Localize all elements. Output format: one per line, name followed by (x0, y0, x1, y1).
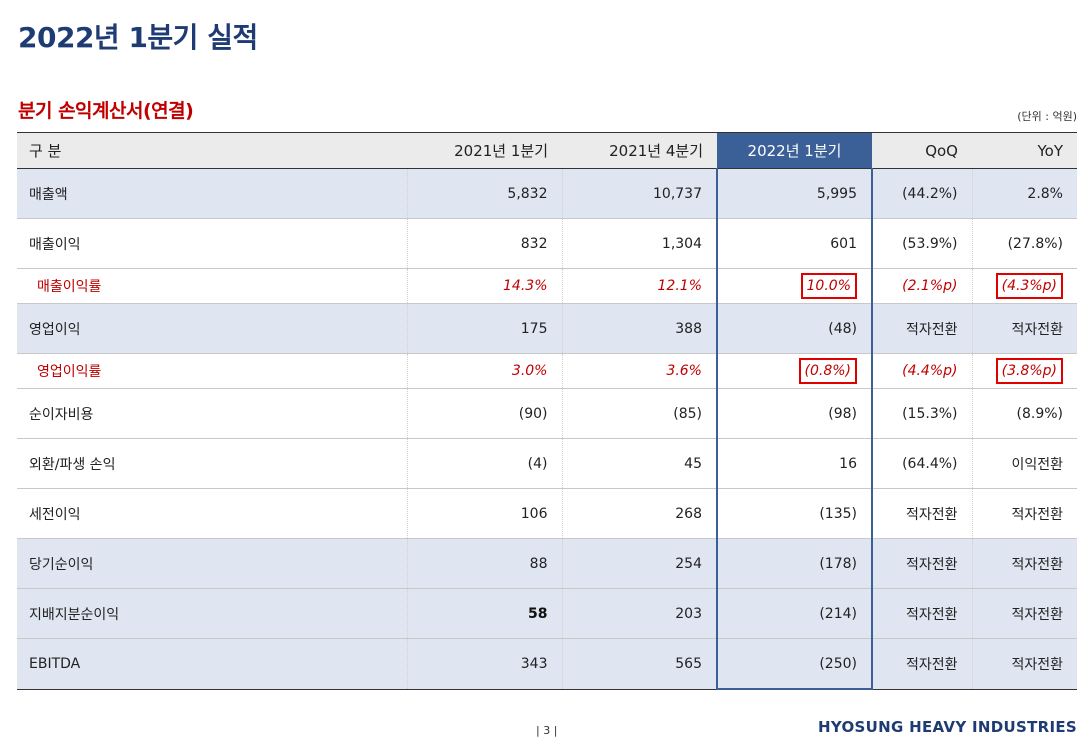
cell-2022q1: 5,995 (716, 168, 873, 219)
table-row-fx-derivatives: 외환/파생 손익 (4) 45 16 (64.4%) 이익전환 (17, 438, 1077, 489)
row-label: EBITDA (17, 638, 407, 690)
table-row-gross-margin: 매출이익률 14.3% 12.1% 10.0% (2.1%p) (4.3%p) (17, 268, 1077, 304)
cell-qoq: 적자전환 (871, 588, 972, 639)
cell-2022q1: (135) (716, 488, 873, 539)
cell-2021q4: 254 (561, 538, 717, 589)
cell-yoy: (8.9%) (971, 388, 1077, 439)
company-logo: HYOSUNG HEAVY INDUSTRIES (818, 718, 1077, 736)
cell-qoq: (15.3%) (871, 388, 972, 439)
cell-2021q4: 388 (561, 303, 717, 354)
cell-2021q1: 58 (406, 588, 562, 639)
cell-qoq: 적자전환 (871, 488, 972, 539)
section-title: 분기 손익계산서(연결) (18, 100, 194, 122)
cell-yoy: (3.8%p) (971, 353, 1077, 389)
row-label: 순이자비용 (17, 388, 407, 439)
cell-2021q4: 3.6% (561, 353, 717, 389)
cell-2022q1: 16 (716, 438, 873, 489)
cell-2022q1: (178) (716, 538, 873, 589)
cell-2021q1: (90) (406, 388, 562, 439)
cell-2021q4: 12.1% (561, 268, 717, 304)
table-row-revenue: 매출액 5,832 10,737 5,995 (44.2%) 2.8% (17, 168, 1077, 219)
table-row-ebitda: EBITDA 343 565 (250) 적자전환 적자전환 (17, 638, 1077, 690)
highlight-box: 10.0% (800, 273, 857, 299)
header-category: 구 분 (17, 132, 407, 169)
cell-2021q1: 3.0% (406, 353, 562, 389)
cell-2021q1: 88 (406, 538, 562, 589)
cell-2021q1: 175 (406, 303, 562, 354)
cell-2021q4: 45 (561, 438, 717, 489)
cell-yoy: (27.8%) (971, 218, 1077, 269)
highlight-box: (3.8%p) (995, 358, 1063, 384)
row-label: 세전이익 (17, 488, 407, 539)
row-label: 영업이익 (17, 303, 407, 354)
row-label: 매출이익 (17, 218, 407, 269)
table-row-controlling-net-income: 지배지분순이익 58 203 (214) 적자전환 적자전환 (17, 588, 1077, 639)
cell-yoy: 적자전환 (971, 303, 1077, 354)
page-number: | 3 | (536, 724, 558, 737)
cell-qoq: (44.2%) (871, 168, 972, 219)
cell-qoq: 적자전환 (871, 638, 972, 690)
row-label: 지배지분순이익 (17, 588, 407, 639)
cell-2022q1: 10.0% (716, 268, 873, 304)
highlight-box: (0.8%) (798, 358, 857, 384)
cell-yoy: 적자전환 (971, 588, 1077, 639)
table-row-gross-profit: 매출이익 832 1,304 601 (53.9%) (27.8%) (17, 218, 1077, 269)
cell-qoq: (2.1%p) (871, 268, 972, 304)
cell-2022q1: (214) (716, 588, 873, 639)
cell-2021q1: 14.3% (406, 268, 562, 304)
cell-qoq: 적자전환 (871, 303, 972, 354)
cell-yoy: (4.3%p) (971, 268, 1077, 304)
cell-2021q4: (85) (561, 388, 717, 439)
table-row-operating-margin: 영업이익률 3.0% 3.6% (0.8%) (4.4%p) (3.8%p) (17, 353, 1077, 389)
header-qoq: QoQ (872, 132, 972, 169)
cell-2022q1: (98) (716, 388, 873, 439)
income-statement-table: 구 분 2021년 1분기 2021년 4분기 2022년 1분기 QoQ Yo… (17, 132, 1077, 690)
table-row-operating-profit: 영업이익 175 388 (48) 적자전환 적자전환 (17, 303, 1077, 354)
cell-yoy: 적자전환 (971, 638, 1077, 690)
table-row-net-interest: 순이자비용 (90) (85) (98) (15.3%) (8.9%) (17, 388, 1077, 439)
cell-2021q1: (4) (406, 438, 562, 489)
cell-qoq: (64.4%) (871, 438, 972, 489)
header-2021q1: 2021년 1분기 (407, 132, 562, 169)
cell-2021q4: 268 (561, 488, 717, 539)
cell-2021q4: 1,304 (561, 218, 717, 269)
cell-yoy: 적자전환 (971, 488, 1077, 539)
cell-2021q1: 343 (406, 638, 562, 690)
page-title: 2022년 1분기 실적 (18, 21, 258, 54)
row-label: 외환/파생 손익 (17, 438, 407, 489)
unit-label: (단위 : 억원) (1017, 110, 1077, 123)
table-header-row: 구 분 2021년 1분기 2021년 4분기 2022년 1분기 QoQ Yo… (17, 132, 1077, 169)
header-yoy: YoY (972, 132, 1077, 169)
row-label: 영업이익률 (17, 353, 407, 389)
cell-2021q1: 5,832 (406, 168, 562, 219)
cell-qoq: (4.4%p) (871, 353, 972, 389)
row-label: 당기순이익 (17, 538, 407, 589)
cell-2021q4: 565 (561, 638, 717, 690)
cell-2022q1: (48) (716, 303, 873, 354)
cell-yoy: 이익전환 (971, 438, 1077, 489)
cell-2021q4: 10,737 (561, 168, 717, 219)
cell-2022q1: 601 (716, 218, 873, 269)
row-label: 매출이익률 (17, 268, 407, 304)
cell-qoq: 적자전환 (871, 538, 972, 589)
cell-yoy: 적자전환 (971, 538, 1077, 589)
header-2022q1: 2022년 1분기 (717, 132, 872, 169)
highlight-box: (4.3%p) (995, 273, 1063, 299)
cell-2021q1: 106 (406, 488, 562, 539)
header-2021q4: 2021년 4분기 (562, 132, 717, 169)
table-row-net-income: 당기순이익 88 254 (178) 적자전환 적자전환 (17, 538, 1077, 589)
cell-2021q4: 203 (561, 588, 717, 639)
cell-2022q1: (0.8%) (716, 353, 873, 389)
cell-yoy: 2.8% (971, 168, 1077, 219)
cell-2022q1: (250) (716, 638, 873, 690)
table-row-pretax-income: 세전이익 106 268 (135) 적자전환 적자전환 (17, 488, 1077, 539)
cell-2021q1: 832 (406, 218, 562, 269)
cell-qoq: (53.9%) (871, 218, 972, 269)
row-label: 매출액 (17, 168, 407, 219)
